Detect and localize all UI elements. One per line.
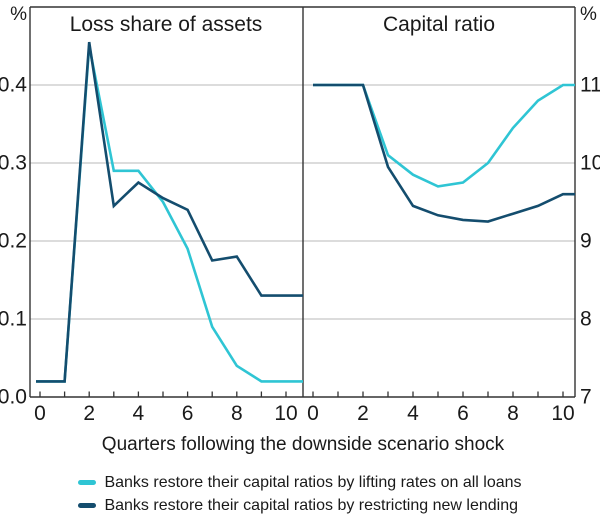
chart-canvas: 0.0 0.1 0.2 0.3 0.4 7 8 9 10 11 0 2 4 6 8 10 0 2 4 6 8 10 %… [0, 4, 600, 455]
x-tick-marks [39, 391, 564, 397]
panel-title-capital-ratio: Capital ratio [383, 13, 495, 36]
y-tick-label-right: 8 [580, 308, 592, 331]
x-axis-labels: 0 2 4 6 8 10 0 2 4 6 8 10 [34, 402, 575, 425]
y-tick-label-left: 0.3 [0, 152, 27, 175]
x-tick-label: 6 [182, 402, 194, 425]
x-axis-title: Quarters following the downside scenario… [102, 434, 505, 455]
series-line-restricting-lending [36, 41, 303, 383]
panel-title-loss-share: Loss share of assets [70, 13, 263, 36]
x-tick-label: 0 [307, 402, 319, 425]
y-tick-label-left: 0.0 [0, 386, 27, 409]
y-unit-right: % [580, 4, 597, 25]
legend-swatch-cyan [78, 480, 97, 485]
y-tick-label-left: 0.1 [0, 308, 27, 331]
x-tick-label: 8 [231, 402, 243, 425]
x-tick-label: 10 [274, 402, 297, 425]
x-tick-label: 2 [357, 402, 369, 425]
y-tick-label-right: 10 [580, 152, 600, 175]
capital-ratio-lines [313, 83, 575, 223]
y-tick-label-right: 11 [580, 74, 600, 97]
y-tick-label-left: 0.2 [0, 230, 27, 253]
x-tick-label: 6 [457, 402, 469, 425]
series-line-lifting-rates [313, 83, 575, 188]
y-tick-label-right: 7 [580, 386, 592, 409]
legend-swatch-navy [78, 503, 97, 508]
x-tick-label: 2 [83, 402, 95, 425]
y-tick-label-left: 0.4 [0, 74, 27, 97]
x-tick-label: 10 [551, 402, 574, 425]
legend-item-lifting-rates: Banks restore their capital ratios by li… [78, 471, 522, 494]
series-line-restricting-lending [313, 83, 575, 223]
x-tick-label: 4 [407, 402, 419, 425]
y-tick-label-right: 9 [580, 230, 592, 253]
legend-item-restricting-lending: Banks restore their capital ratios by re… [78, 494, 521, 517]
legend-label: Banks restore their capital ratios by re… [104, 496, 518, 514]
y-unit-left: % [10, 4, 27, 25]
x-tick-label: 0 [34, 402, 46, 425]
x-tick-label: 8 [507, 402, 519, 425]
legend-label: Banks restore their capital ratios by li… [104, 473, 522, 491]
y-axis-labels-left: 0.0 0.1 0.2 0.3 0.4 [0, 74, 27, 409]
legend: Banks restore their capital ratios by li… [78, 471, 522, 517]
plot-frame [29, 6, 576, 398]
x-tick-label: 4 [133, 402, 145, 425]
y-axis-labels-right: 7 8 9 10 11 [580, 74, 600, 409]
loss-share-lines [36, 41, 303, 383]
